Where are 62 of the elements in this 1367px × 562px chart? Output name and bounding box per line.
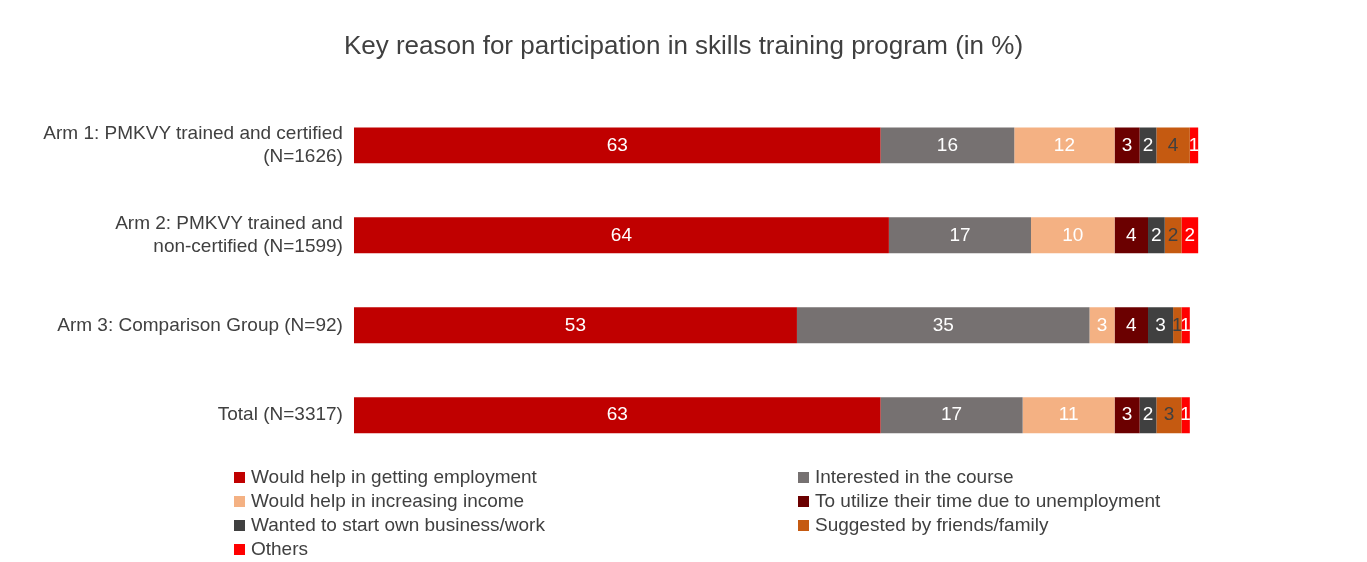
data-label: 63 (606, 133, 628, 155)
bar (1181, 217, 1199, 254)
bar (888, 217, 1031, 254)
data-label: 64 (610, 223, 633, 245)
bar (880, 127, 1015, 164)
bar (1089, 307, 1115, 344)
data-label: 2 (1142, 403, 1154, 425)
data-label: 3 (1163, 403, 1175, 425)
y-tick-label: Arm 3: Comparison Group (N=92) (57, 313, 343, 335)
legend-label: Suggested by friends/family (815, 514, 1049, 536)
y-tick-label: Arm 2: PMKVY trained and non-certified (N=1599) (115, 212, 343, 256)
legend-label: Interested in the course (815, 466, 1014, 488)
bar (353, 397, 881, 434)
data-label: 3 (1121, 403, 1133, 425)
data-label: 4 (1126, 313, 1138, 335)
bar (353, 217, 889, 254)
legend-label: Others (251, 538, 309, 560)
data-label: 2 (1142, 133, 1154, 155)
data-label: 1 (1180, 313, 1191, 335)
data-label: 4 (1126, 223, 1138, 245)
data-label: 1 (1171, 313, 1183, 335)
y-tick-label: Total (N=3317) (217, 403, 343, 425)
data-label: 17 (949, 223, 971, 245)
bar (1156, 127, 1190, 164)
data-label: 4 (1167, 133, 1179, 155)
data-label: 2 (1184, 223, 1196, 245)
data-label: 12 (1053, 133, 1075, 155)
bar (1114, 307, 1149, 344)
bar (1114, 127, 1140, 164)
data-label: 3 (1121, 133, 1133, 155)
data-label: 10 (1062, 223, 1084, 245)
data-label: 3 (1155, 313, 1166, 335)
bar (880, 397, 1023, 434)
bar (1181, 307, 1190, 344)
data-label: 11 (1058, 403, 1079, 425)
chart-title: Key reason for participation in skills training program (in %) (342, 30, 1025, 61)
bar (796, 307, 1090, 344)
bar (1148, 217, 1165, 254)
data-label: 16 (936, 133, 958, 155)
data-label: 53 (564, 313, 586, 335)
bar (1148, 307, 1174, 344)
bar (353, 307, 797, 344)
data-label: 2 (1167, 223, 1179, 245)
data-label: 1 (1180, 403, 1191, 425)
y-tick-label: Arm 1: PMKVY trained and certified (N=1626) (43, 122, 343, 167)
legend-label: Wanted to start own business/work (251, 514, 545, 536)
data-label: 35 (932, 313, 954, 335)
legend-label: Would help in getting employment (251, 466, 537, 488)
bar (1114, 397, 1140, 434)
bar (1030, 217, 1115, 254)
data-label: 3 (1096, 313, 1108, 335)
bar (1156, 397, 1182, 434)
legend-label: Would help in increasing income (251, 490, 525, 512)
bar (1014, 127, 1115, 164)
legend-label: To utilize their time due to unemployment (815, 490, 1161, 512)
bar (1181, 397, 1190, 434)
data-label: 17 (941, 403, 963, 425)
data-label: 63 (606, 403, 628, 425)
bar (1022, 397, 1115, 434)
bar (1114, 217, 1149, 254)
data-label: 2 (1151, 223, 1162, 245)
bar (353, 127, 881, 164)
